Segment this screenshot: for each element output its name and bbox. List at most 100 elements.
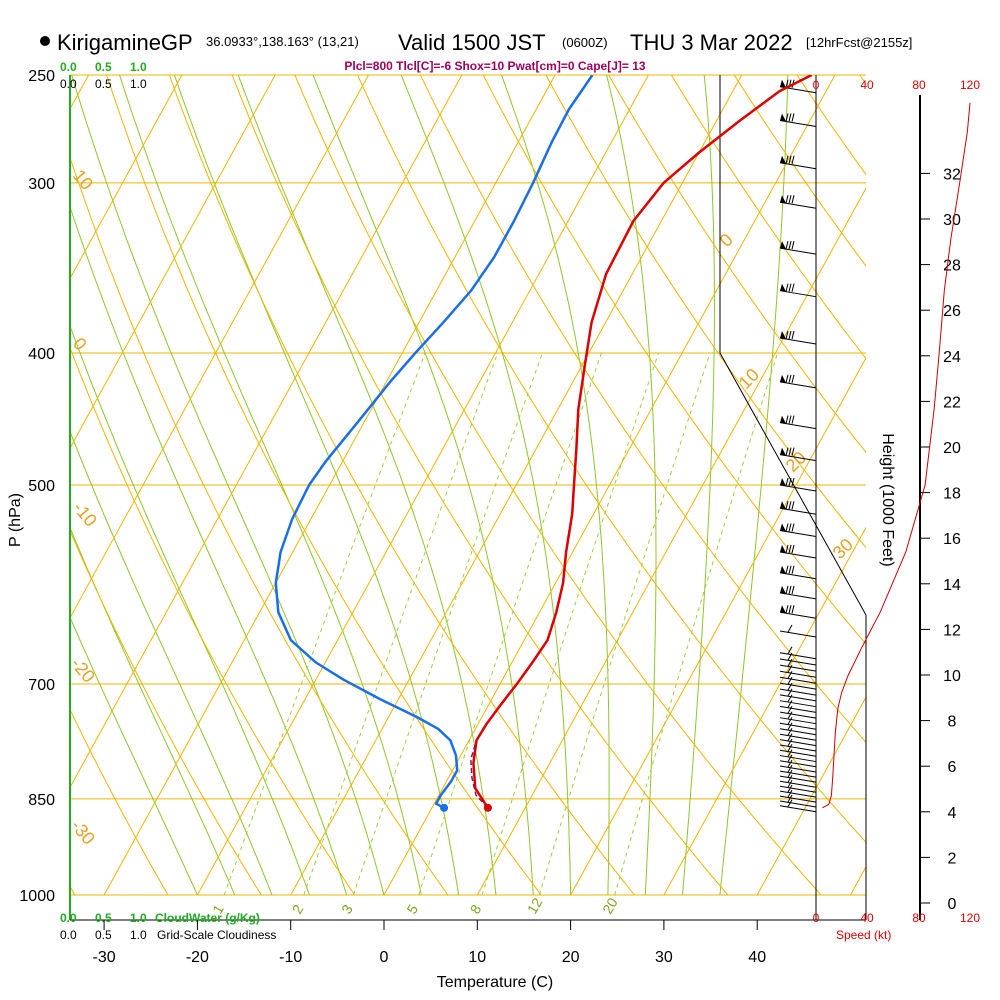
wind-barb (779, 664, 817, 678)
chart-header: KirigamineGP 36.0933°,138.163° (13,21) V… (40, 30, 912, 55)
pressure-tick-label: 400 (28, 346, 55, 363)
wind-barb (779, 694, 817, 708)
series-temperature (472, 75, 813, 809)
moist-adiabat-line (719, 75, 789, 895)
speed-top-120: 120 (960, 78, 980, 92)
wind-barb (779, 705, 817, 719)
forecast-tag: [12hrFcst@2155z] (806, 35, 912, 50)
wind-barbs (779, 79, 817, 813)
isotherms (70, 75, 866, 895)
mixing-ratio-line (418, 352, 602, 895)
x-axis: -30 -20 -10 0 10 20 30 40 (93, 920, 766, 966)
wind-barb (779, 759, 817, 773)
x-tick-label: -10 (279, 949, 302, 966)
mixing-ratio-line (223, 352, 426, 895)
height-tick-label: 22 (943, 394, 961, 411)
mixing-ratio-label-2: 2 (289, 902, 307, 917)
valid-date: THU 3 Mar 2022 (630, 30, 793, 55)
wind-barb (779, 477, 817, 492)
wind-barb (779, 523, 817, 538)
cloud-scale-bottom: 0.0 0.5 1.0 CloudWater (g/Kg) 0.0 0.5 1.… (60, 911, 276, 942)
wind-barb (779, 605, 817, 619)
wind-barb (779, 722, 817, 736)
height-tick-label: 2 (948, 850, 957, 867)
series-dewpoint (274, 75, 594, 809)
pressure-axis: 250 300 400 500 700 850 1000 (19, 68, 55, 905)
x-tick-label: -30 (93, 949, 116, 966)
mixing-ratio-label-8: 8 (467, 902, 485, 917)
height-tick-label: 28 (943, 258, 961, 275)
speed-bot-120: 120 (960, 911, 980, 925)
cloud-bot-green-2: 1.0 (130, 911, 147, 925)
moist-adiabat-line (501, 75, 610, 895)
wind-barb (779, 646, 817, 660)
series-parcel (470, 740, 489, 809)
station-dot-icon (40, 36, 50, 46)
isotherm-line (70, 75, 276, 450)
cloud-top-black-1: 0.5 (95, 77, 112, 91)
cloud-top-black-0: 0.0 (60, 77, 77, 91)
isotherm-line (70, 75, 369, 619)
height-tick-label: 20 (943, 440, 961, 457)
x-axis-label: Temperature (C) (437, 974, 553, 991)
wind-barb (779, 784, 817, 798)
dry-adiabat-line (294, 75, 822, 895)
wind-barb (779, 283, 817, 298)
pressure-tick-label: 500 (28, 478, 55, 495)
isotherm-line (663, 526, 866, 895)
stability-params: Plcl=800 Tlcl[C]=-6 Shox=10 Pwat[cm]=0 C… (344, 59, 645, 73)
dry-adiabat-line (70, 708, 169, 895)
wind-barb (779, 676, 817, 690)
mixing-ratio-line (352, 352, 543, 895)
cloud-bot-black-0: 0.0 (60, 928, 77, 942)
isotherm-line (290, 75, 743, 895)
x-tick-label: -20 (186, 949, 209, 966)
valid-zulu: (0600Z) (562, 35, 608, 50)
speed-scale-bottom: 0 40 80 120 Speed (kt) (813, 911, 981, 942)
adiabat-label--20: -20 (67, 654, 99, 687)
height-tick-label: 6 (948, 759, 957, 776)
pressure-tick-label: 250 (28, 68, 55, 85)
wind-barb (779, 195, 817, 209)
wind-barb (779, 670, 817, 684)
adiabat-label--10: -10 (69, 498, 101, 531)
moist-adiabat-line (70, 324, 310, 895)
x-tick-label: 10 (468, 949, 486, 966)
wind-barb (779, 658, 817, 672)
moist-adiabat-line (70, 205, 348, 895)
dry-adiabat-line (545, 75, 866, 549)
moist-adiabat-line (71, 75, 385, 895)
surface-dewpoint-dot (440, 803, 449, 812)
isotherm-line (103, 75, 556, 895)
moist-adiabat-line (70, 526, 236, 895)
wind-barb (779, 799, 817, 813)
cloud-top-green-0: 0.0 (60, 60, 77, 74)
isotherm-line (70, 75, 463, 789)
dry-adiabat-line (419, 75, 866, 744)
wind-barb (779, 711, 817, 725)
wind-barb (779, 155, 817, 170)
height-tick-label: 26 (943, 303, 961, 320)
y-axis-label: P (hPa) (7, 493, 24, 547)
cloud-top-black-2: 1.0 (130, 77, 147, 91)
dry-adiabat-line (482, 75, 866, 645)
cloud-bot-black-2: 1.0 (130, 928, 147, 942)
height-axis-label: Height (1000 Feet) (879, 433, 896, 566)
wind-barb (779, 624, 817, 638)
isotherm-line (756, 696, 866, 895)
moist-adiabat-line (70, 616, 198, 895)
moist-adiabat-line (237, 75, 497, 895)
wind-barb (779, 688, 817, 702)
valid-time: Valid 1500 JST (398, 30, 546, 55)
mixing-ratio-label-5: 5 (403, 902, 421, 917)
height-tick-label: 32 (943, 166, 961, 183)
height-tick-label: 0 (948, 896, 957, 913)
wind-barb (779, 789, 817, 803)
height-tick-label: 10 (943, 668, 961, 685)
dry-adiabat-line (608, 75, 866, 454)
wind-barb (779, 330, 817, 345)
cloudwater-label: CloudWater (g/Kg) (155, 911, 260, 925)
speed-bot-0: 0 (813, 911, 820, 925)
wind-barb (779, 738, 817, 752)
